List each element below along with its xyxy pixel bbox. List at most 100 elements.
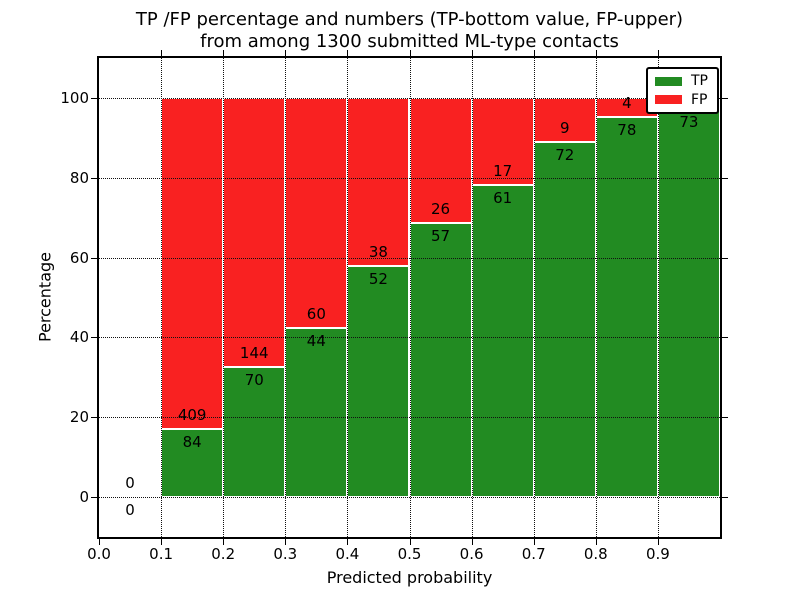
bar-label-fp-0.6-0.7: 17: [493, 161, 513, 180]
gridline-x-0.3: [285, 58, 287, 537]
gridline-x-0.1: [161, 58, 163, 537]
bar-label-tp-0.4-0.5: 52: [368, 270, 388, 289]
tick-x-top-0.5: [409, 50, 411, 56]
y-tick-label-20: 20: [69, 408, 89, 427]
y-tick-label-40: 40: [69, 328, 89, 347]
tick-y-left-40: [91, 337, 97, 339]
tick-x-bottom-0.6: [471, 539, 473, 545]
tick-y-left-0: [91, 497, 97, 499]
tick-y-right-40: [722, 337, 728, 339]
bar-segment-tp-0.4-0.5: [347, 266, 410, 498]
tick-y-left-60: [91, 257, 97, 259]
y-axis-label: Percentage: [35, 251, 55, 343]
gridline-x-0.9: [657, 58, 659, 537]
bar-segment-tp-0.9-1.0: [657, 108, 720, 498]
gridline-x-0.4: [347, 58, 349, 537]
gridline-x-0.7: [533, 58, 535, 537]
bar-segment-tp-0.7-0.8: [533, 142, 596, 498]
y-tick-label-80: 80: [69, 168, 89, 187]
bar-segment-fp-0.4-0.5: [347, 97, 410, 267]
x-tick-label-0.9: 0.9: [645, 545, 670, 563]
x-tick-label-0.3: 0.3: [273, 545, 298, 563]
tick-x-bottom-0.4: [347, 539, 349, 545]
tick-y-left-80: [91, 177, 97, 179]
tick-y-right-80: [722, 177, 728, 179]
legend-swatch-fp: [655, 95, 682, 105]
bar-segment-fp-0.3-0.4: [285, 97, 348, 329]
bar-segment-fp-0.1-0.2: [161, 97, 224, 430]
tick-y-right-60: [722, 257, 728, 259]
gridline-x-0.5: [409, 58, 411, 537]
y-tick-label-60: 60: [69, 248, 89, 267]
bar-label-tp-0.6-0.7: 61: [493, 188, 513, 207]
bar-segment-tp-0.3-0.4: [285, 328, 348, 498]
gridline-x-0.8: [595, 58, 597, 537]
bar-segment-fp-0.6-0.7: [471, 97, 534, 185]
tick-x-top-0.6: [471, 50, 473, 56]
tick-y-right-20: [722, 417, 728, 419]
tick-x-bottom-0.8: [595, 539, 597, 545]
tick-y-left-100: [91, 97, 97, 99]
bar-label-fp-0.2-0.3: 144: [239, 343, 269, 362]
tick-x-top-0.7: [533, 50, 535, 56]
legend-label-fp: FP: [691, 91, 708, 108]
tick-x-top-0.9: [657, 50, 659, 56]
x-tick-label-0.6: 0.6: [459, 545, 484, 563]
tick-x-top-0.4: [347, 50, 349, 56]
tick-x-top-0.8: [595, 50, 597, 56]
bar-label-tp-0.3-0.4: 44: [306, 332, 326, 351]
bar-label-fp-0.0-0.1: 0: [125, 474, 135, 493]
bar-segment-tp-0.6-0.7: [471, 184, 534, 498]
x-axis-label: Predicted probability: [326, 568, 493, 587]
bar-label-tp-0.5-0.6: 57: [431, 226, 451, 245]
gridline-x-0.2: [223, 58, 225, 537]
x-tick-label-0.5: 0.5: [397, 545, 422, 563]
bar-label-fp-0.4-0.5: 38: [368, 243, 388, 262]
x-tick-label-0.0: 0.0: [87, 545, 111, 563]
tick-y-right-0: [722, 497, 728, 499]
bar-label-fp-0.5-0.6: 26: [431, 199, 451, 218]
legend-swatch-tp: [655, 76, 682, 86]
tick-x-top-0.3: [285, 50, 287, 56]
bar-label-tp-0.8-0.9: 78: [617, 121, 637, 140]
legend-item-fp: FP: [655, 93, 710, 107]
bar-segment-tp-0.8-0.9: [595, 117, 658, 498]
bar-label-fp-0.3-0.4: 60: [306, 305, 326, 324]
bar-label-fp-0.7-0.8: 9: [559, 119, 570, 138]
legend: TP FP: [646, 67, 719, 114]
tick-x-bottom-0.9: [657, 539, 659, 545]
bar-segment-tp-0.5-0.6: [409, 222, 472, 498]
x-tick-label-0.1: 0.1: [149, 545, 174, 563]
bar-label-tp-0.2-0.3: 70: [244, 370, 264, 389]
chart-title-line1: TP /FP percentage and numbers (TP-bottom…: [135, 9, 684, 30]
bar-label-tp-0.1-0.2: 84: [182, 433, 202, 452]
tick-y-right-100: [722, 97, 728, 99]
tick-x-bottom-0.2: [223, 539, 225, 545]
bar-label-tp-0.7-0.8: 72: [555, 146, 575, 165]
tick-x-bottom-0: [99, 539, 100, 545]
x-tick-label-0.4: 0.4: [335, 545, 360, 563]
bar-label-fp-0.8-0.9: 4: [622, 94, 632, 113]
plot-area: 0040984144706044385226571761972478273: [91, 50, 728, 545]
bar-label-fp-0.1-0.2: 409: [177, 406, 207, 425]
gridline-x-0.6: [471, 58, 473, 537]
x-tick-label-0.8: 0.8: [583, 545, 608, 563]
bar-segment-tp-0.1-0.2: [161, 429, 224, 498]
tick-x-top-0.2: [223, 50, 225, 56]
tick-x-top-0.1: [161, 50, 163, 56]
bar-label-tp-0.0-0.1: 0: [125, 501, 135, 520]
y-tick-label-100: 100: [60, 88, 89, 107]
tick-x-bottom-0.5: [409, 539, 411, 545]
chart-title-line2: from among 1300 submitted ML-type contac…: [200, 31, 619, 52]
legend-label-tp: TP: [691, 73, 708, 90]
y-tick-label-0: 0: [79, 488, 89, 507]
x-tick-label-0.7: 0.7: [521, 545, 546, 563]
bar-segment-fp-0.2-0.3: [223, 97, 286, 367]
tick-x-bottom-0.7: [533, 539, 535, 545]
x-tick-label-0.2: 0.2: [211, 545, 236, 563]
bar-label-tp-0.9-1.0: 73: [679, 112, 699, 131]
tick-x-bottom-0.3: [285, 539, 287, 545]
legend-item-tp: TP: [655, 74, 710, 88]
tick-y-left-20: [91, 417, 97, 419]
